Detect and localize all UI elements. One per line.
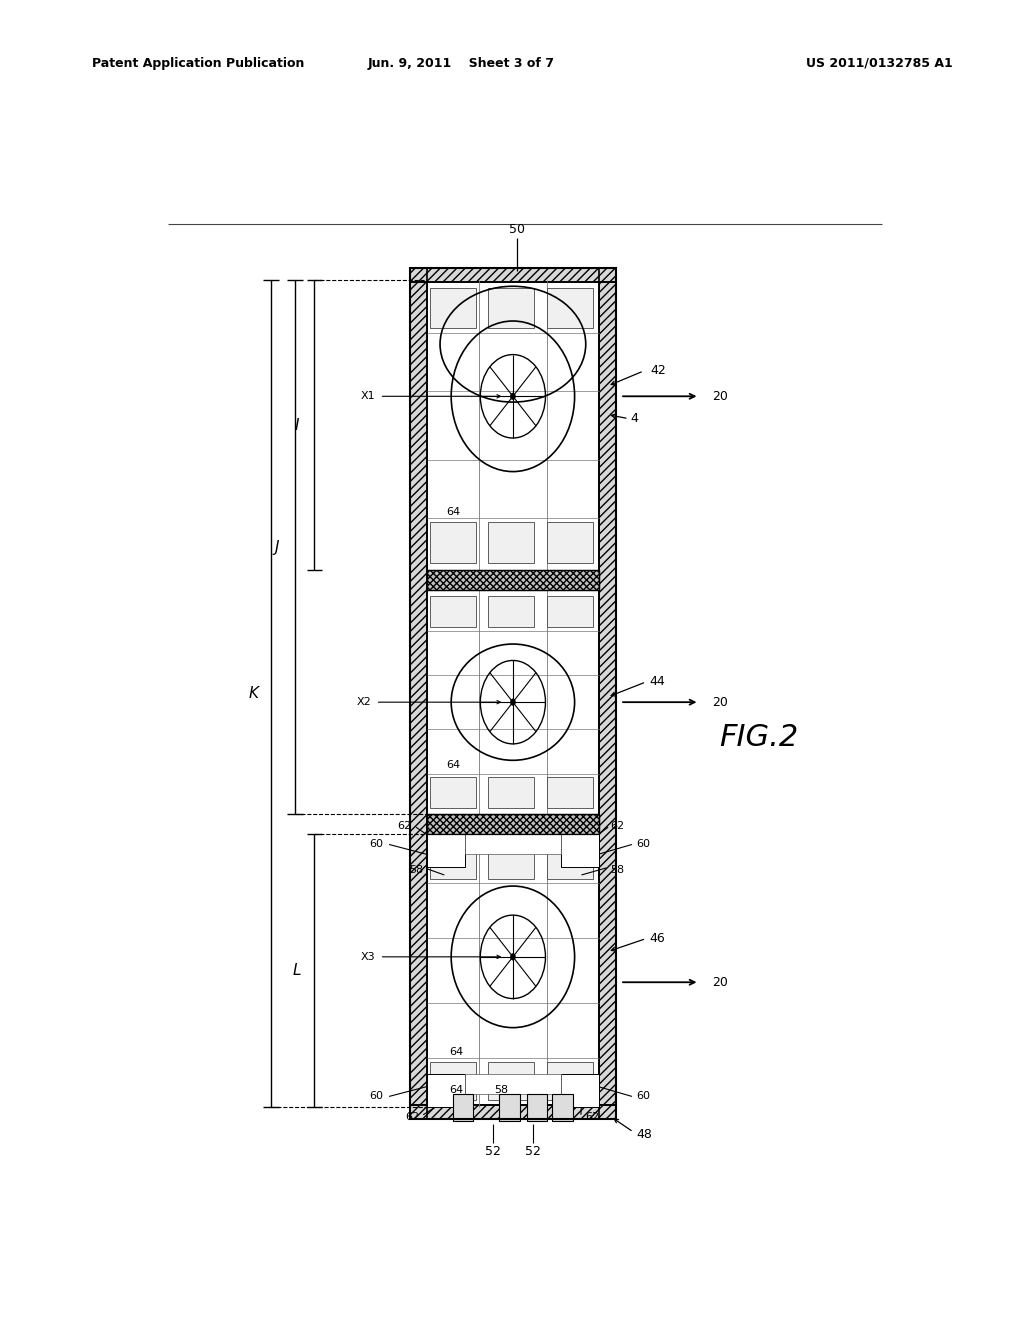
Text: 48: 48 — [636, 1127, 652, 1140]
Bar — [410, 268, 427, 1119]
Text: 60: 60 — [637, 840, 650, 850]
Text: 44: 44 — [649, 676, 666, 688]
Bar — [410, 268, 616, 281]
Text: 52: 52 — [524, 1144, 541, 1158]
Text: X1: X1 — [360, 391, 375, 401]
Text: 62: 62 — [397, 821, 412, 832]
Text: 58: 58 — [494, 1085, 508, 1096]
Text: 20: 20 — [712, 696, 728, 709]
Bar — [488, 1061, 535, 1100]
Text: X2: X2 — [356, 697, 371, 708]
Bar — [427, 814, 599, 834]
Bar — [488, 777, 535, 808]
Text: 20: 20 — [712, 389, 728, 403]
Bar — [547, 1061, 594, 1100]
Text: 52: 52 — [485, 1144, 501, 1158]
Text: FIG.2: FIG.2 — [719, 723, 799, 752]
Bar — [547, 523, 594, 562]
Text: K: K — [249, 686, 258, 701]
Bar — [599, 268, 616, 1119]
Bar — [430, 595, 476, 627]
Text: 60: 60 — [637, 1092, 650, 1101]
Bar — [410, 1105, 616, 1119]
Text: 64: 64 — [445, 507, 460, 517]
Text: 4: 4 — [631, 412, 638, 425]
Bar — [547, 777, 594, 808]
Text: 62: 62 — [585, 1111, 599, 1122]
Bar — [410, 268, 616, 281]
Circle shape — [510, 953, 515, 960]
Text: I: I — [295, 417, 299, 433]
Bar — [427, 570, 599, 590]
Text: 42: 42 — [650, 364, 666, 378]
Text: 50: 50 — [509, 223, 525, 236]
Bar — [430, 523, 476, 562]
Bar — [465, 1074, 561, 1093]
Bar — [430, 288, 476, 329]
Text: L: L — [293, 964, 301, 978]
Text: 62: 62 — [610, 821, 625, 832]
Bar — [410, 268, 427, 1119]
Bar — [430, 777, 476, 808]
Bar — [552, 1094, 572, 1121]
Bar — [410, 1105, 616, 1119]
Text: 60: 60 — [370, 1092, 384, 1101]
Bar — [526, 1094, 547, 1121]
Text: J: J — [275, 540, 280, 554]
Text: 58: 58 — [610, 865, 625, 875]
Text: 64: 64 — [445, 760, 460, 770]
Bar — [488, 523, 535, 562]
Bar — [561, 834, 599, 867]
Bar — [465, 834, 561, 854]
Bar — [499, 1094, 520, 1121]
Text: US 2011/0132785 A1: US 2011/0132785 A1 — [806, 57, 952, 70]
Bar — [561, 1074, 599, 1106]
Circle shape — [510, 393, 515, 400]
Text: 62: 62 — [406, 1111, 419, 1122]
Bar — [488, 841, 535, 879]
Bar — [427, 1074, 465, 1106]
Bar — [488, 595, 535, 627]
Bar — [488, 288, 535, 329]
Bar — [410, 268, 616, 1119]
Text: 20: 20 — [712, 975, 728, 989]
Bar — [547, 288, 594, 329]
Text: Patent Application Publication: Patent Application Publication — [92, 57, 304, 70]
Text: 60: 60 — [370, 840, 384, 850]
Bar — [427, 814, 599, 834]
Bar — [599, 268, 616, 1119]
Text: 64: 64 — [450, 1085, 464, 1096]
Bar — [427, 834, 465, 867]
Text: 64: 64 — [450, 1047, 464, 1057]
Circle shape — [510, 698, 515, 705]
Bar — [453, 1094, 473, 1121]
Bar — [427, 570, 599, 590]
Text: 58: 58 — [410, 865, 423, 875]
Bar — [547, 595, 594, 627]
Bar — [430, 841, 476, 879]
Text: Jun. 9, 2011    Sheet 3 of 7: Jun. 9, 2011 Sheet 3 of 7 — [368, 57, 554, 70]
Text: X3: X3 — [360, 952, 375, 962]
Bar — [547, 841, 594, 879]
Text: 46: 46 — [649, 932, 666, 945]
Bar — [430, 1061, 476, 1100]
